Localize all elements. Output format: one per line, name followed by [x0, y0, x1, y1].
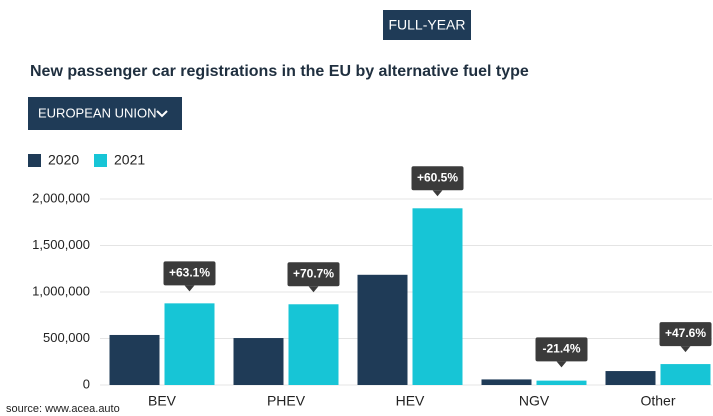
annotation: +70.7%: [293, 266, 334, 280]
annotation: +63.1%: [169, 266, 210, 280]
tab[interactable]: FULL-YEAR: [388, 17, 465, 33]
annotation-pointer: [556, 361, 567, 368]
bar: [412, 208, 463, 385]
annotation-pointer: [184, 285, 195, 292]
annotation-box: [163, 261, 216, 286]
source: source: www.acea.auto: [6, 403, 120, 415]
bar: [109, 334, 160, 385]
bar: [536, 380, 587, 385]
x-tick-label: HEV: [396, 393, 425, 409]
y-tick-label: 1,500,000: [32, 237, 90, 252]
annotation: -21.4%: [542, 342, 580, 356]
legend-swatch: [28, 154, 41, 167]
y-tick-label: 1,000,000: [32, 283, 90, 298]
annotation-pointer: [308, 286, 319, 293]
y-tick-label: 2,000,000: [32, 190, 90, 205]
annotation-box: [411, 166, 464, 191]
annotation-box: [287, 262, 340, 287]
dropdown-arrow[interactable]: [156, 110, 168, 118]
x-tick-label: Other: [640, 393, 675, 409]
annotation: +60.5%: [417, 170, 458, 184]
annotation-box: [535, 337, 588, 362]
chart-title: New passenger car registrations in the E…: [30, 63, 529, 80]
bar: [233, 338, 284, 385]
x-tick-label: PHEV: [267, 393, 306, 409]
x-tick-label: NGV: [519, 393, 550, 409]
annotation-pointer: [680, 346, 691, 353]
legend-label: 2021: [114, 152, 145, 168]
annotation-box: [659, 322, 712, 347]
legend-swatch: [94, 154, 107, 167]
y-tick-label: 0: [83, 376, 90, 391]
bar: [605, 371, 656, 385]
bar: [288, 304, 339, 385]
bar: [357, 274, 408, 385]
dropdown[interactable]: EUROPEAN UNION: [38, 105, 156, 120]
annotation: +47.6%: [665, 326, 706, 340]
bar: [660, 364, 711, 385]
y-tick-label: 500,000: [43, 330, 90, 345]
legend-label: 2020: [48, 152, 79, 168]
tab-bg[interactable]: [383, 10, 471, 40]
dropdown-bg[interactable]: [28, 97, 182, 130]
bar: [164, 303, 215, 385]
annotation-pointer: [432, 190, 443, 197]
x-tick-label: BEV: [148, 393, 177, 409]
bar: [481, 379, 532, 385]
